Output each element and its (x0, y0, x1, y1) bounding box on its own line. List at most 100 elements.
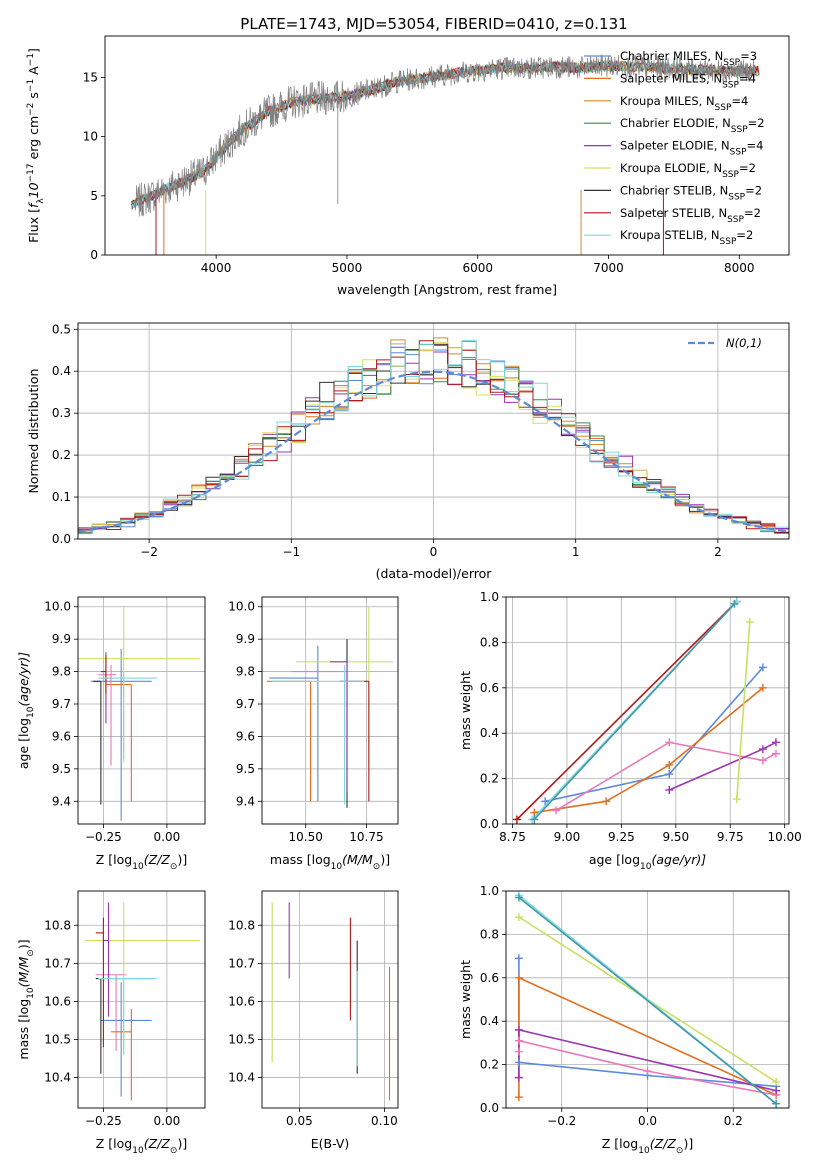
series-marker (758, 756, 767, 765)
grid (78, 597, 205, 824)
x-axis-label: Z [log10(Z/Z⊙)] (96, 1136, 187, 1156)
label-part: =4 (731, 94, 748, 108)
x-tick-label: −0.25 (85, 1114, 122, 1128)
panel-residuals: −2 −1 0 1 2 0.0 0.1 0.2 0.3 0.4 0.5 N(0,1) (data-mod… (26, 322, 790, 581)
label-part: λ (36, 198, 46, 204)
series-marker (665, 770, 674, 779)
axes-frame (77, 322, 790, 540)
y-tick-label: 0.5 (52, 322, 71, 336)
y-tick-label: 9.9 (52, 632, 71, 646)
label-part: 10 (638, 1146, 650, 1156)
y-tick-label: 0.6 (480, 681, 499, 695)
grid (262, 891, 398, 1108)
y-tick-label: 10.4 (44, 1071, 71, 1085)
label-part: ⊙ (26, 949, 36, 957)
label-part: Z [log (602, 1136, 638, 1151)
label-part: 10 (26, 706, 36, 718)
label-part: Z [log (96, 1136, 132, 1151)
label-part: )] (177, 1136, 187, 1151)
plot-area (271, 902, 391, 1101)
x-tick-label: 0.00 (154, 830, 181, 844)
y-tick-label: 9.5 (52, 762, 71, 776)
series-marker (745, 617, 754, 626)
x-tick-label: −2 (140, 545, 158, 559)
y-tick-label: 10.5 (44, 1032, 71, 1046)
y-tick-label: 9.5 (236, 762, 255, 776)
label-part: (age/yr)] (16, 652, 31, 707)
y-tick-label: 10.6 (228, 994, 255, 1008)
series-marker (772, 1099, 781, 1108)
label-part: =2 (739, 161, 756, 175)
label-part: mass [log (16, 999, 31, 1060)
axes-frame (261, 890, 399, 1109)
y-tick-label: 0.0 (480, 1101, 499, 1115)
y-axis-label: mass [log10(M/M⊙)] (16, 939, 36, 1059)
series-marker (512, 815, 521, 824)
series-marker (730, 599, 739, 608)
legend-label: Chabrier STELIB, NSSP=2 (620, 183, 762, 202)
x-axis-label: E(B-V) (311, 1136, 350, 1151)
label-part: Chabrier ELODIE, N (620, 116, 731, 130)
label-part: −1 (26, 53, 36, 66)
y-tick-label: 9.7 (52, 697, 71, 711)
label-part: erg cm (26, 116, 41, 164)
y-axis-label: mass weight (458, 960, 473, 1039)
x-tick-label: 10.75 (349, 830, 383, 844)
x-tick-label: 9.75 (717, 830, 744, 844)
y-axis-label: age [log10(age/yr)] (16, 652, 36, 769)
label-part: )] (683, 1136, 693, 1151)
label-part: SSP (723, 58, 740, 68)
x-axis-label: mass [log10(M/M⊙)] (270, 852, 390, 872)
histogram-step (78, 339, 789, 535)
label-part: −1 (26, 79, 36, 92)
x-tick-label: −1 (282, 545, 300, 559)
legend-label: Salpeter ELODIE, NSSP=4 (620, 139, 763, 158)
y-tick-label: 0.8 (480, 927, 499, 941)
y-tick-label: 0.4 (480, 726, 499, 740)
label-part: SSP (727, 215, 744, 225)
label-part: 10 (132, 1146, 144, 1156)
label-part: =2 (748, 116, 765, 130)
y-tick-label: 9.8 (52, 665, 71, 679)
y-tick-label: 9.6 (236, 729, 255, 743)
plot-area (516, 600, 777, 821)
label-part: Salpeter MILES, N (620, 71, 722, 85)
y-tick-label: 0.2 (480, 772, 499, 786)
series-marker (514, 1036, 523, 1045)
label-part: )] (16, 939, 31, 949)
x-tick-label: 10.50 (289, 830, 323, 844)
series-marker (541, 797, 550, 806)
plot-area (78, 606, 200, 821)
x-tick-label: 9.25 (608, 830, 635, 844)
gaussian-curve (78, 370, 789, 533)
series-marker (514, 1058, 523, 1067)
x-tick-label: 7000 (593, 261, 624, 275)
label-part: Salpeter ELODIE, N (620, 139, 730, 153)
x-tick-label: 0 (430, 545, 438, 559)
x-tick-label: 2 (714, 545, 722, 559)
label-part: (Z/Z (650, 1136, 677, 1151)
y-tick-label: 10.0 (44, 600, 71, 614)
y-axis-label: Normed distribution (26, 369, 41, 494)
y-tick-label: 10.7 (228, 956, 255, 970)
axes-frame (505, 596, 790, 825)
y-tick-label: 10.0 (228, 600, 255, 614)
x-tick-label: 10.00 (767, 830, 801, 844)
panel-age-vs-Z: −0.25 0.009.49.59.69.79.89.910.0Z [log10(… (16, 596, 206, 872)
series-line (518, 896, 777, 1105)
series-marker (514, 973, 523, 982)
x-axis-label: Z [log10(Z/Z⊙)] (602, 1136, 693, 1156)
label-part: (M/M (342, 852, 373, 867)
series-marker (514, 913, 523, 922)
y-tick-label: 10 (83, 130, 98, 144)
legend-label: Salpeter STELIB, NSSP=2 (620, 206, 761, 225)
label-part: Kroupa MILES, N (620, 94, 715, 108)
legend-label: N(0,1) (726, 336, 762, 350)
y-tick-label: 0.4 (52, 364, 71, 378)
label-part: 10 (132, 862, 144, 872)
y-tick-label: 0.0 (52, 532, 71, 546)
series-marker (665, 738, 674, 747)
label-part: (Z/Z (144, 852, 171, 867)
